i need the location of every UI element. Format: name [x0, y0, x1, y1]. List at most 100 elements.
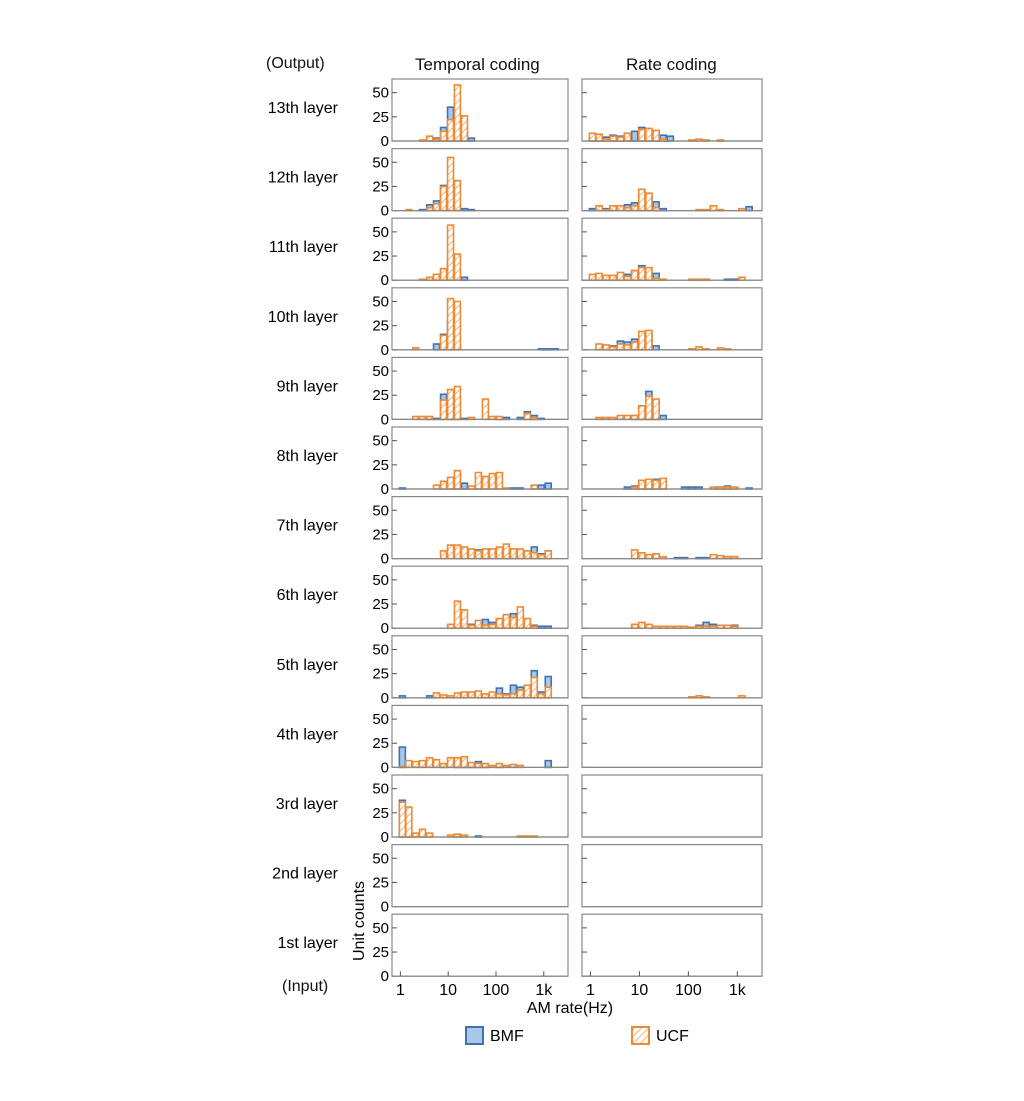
ucf-bar	[644, 478, 653, 490]
y-tick-label: 0	[381, 481, 389, 498]
panel-frame	[581, 496, 763, 560]
panel-frame	[581, 426, 763, 490]
ucf-bar	[467, 548, 476, 560]
ucf-bar	[523, 617, 532, 629]
ucf-bar	[609, 204, 617, 212]
layer-label: 9th layer	[277, 378, 339, 395]
layer-label: 6th layer	[277, 587, 339, 604]
ucf-bar	[418, 828, 427, 838]
ucf-bar	[439, 130, 448, 142]
panel-frame	[581, 774, 763, 838]
y-tick-label: 50	[372, 781, 389, 798]
legend-ucf-label: UCF	[656, 1028, 689, 1045]
y-tick-label: 25	[372, 596, 389, 613]
ucf-bar	[495, 546, 504, 560]
ucf-bar	[446, 476, 455, 490]
bmf-bar	[460, 482, 469, 490]
y-tick-label: 25	[372, 944, 389, 961]
bmf-bar	[666, 135, 675, 142]
ucf-bar	[460, 691, 469, 699]
y-tick-label: 25	[372, 178, 389, 195]
ucf-bar	[644, 192, 653, 212]
panel-frame	[391, 913, 569, 977]
column-title-rate: Rate coding	[626, 55, 717, 74]
layer-label: 4th layer	[277, 726, 339, 743]
ucf-bar	[460, 115, 469, 142]
y-tick-label: 25	[372, 805, 389, 822]
panel-frame	[391, 843, 569, 908]
ucf-bar	[474, 471, 483, 490]
ucf-bar	[502, 613, 511, 630]
y-tick-label: 0	[381, 759, 389, 776]
y-axis-title: Unit counts	[351, 881, 368, 961]
panel-frame	[391, 704, 569, 769]
ucf-bar	[652, 398, 660, 421]
panel-temporal-11	[391, 774, 569, 838]
ucf-bar	[602, 344, 611, 351]
ucf-bar	[637, 128, 646, 142]
y-tick-label: 25	[372, 526, 389, 543]
legend: BMF UCF	[465, 1026, 689, 1045]
ucf-bar	[595, 204, 603, 212]
panel-rate-2	[581, 148, 763, 212]
panel-temporal-3	[391, 217, 569, 282]
x-tick-label: 1k	[535, 982, 553, 999]
ucf-bar	[616, 271, 625, 282]
x-axis-title: AM rate(Hz)	[527, 1000, 613, 1017]
panel-rate-13	[581, 913, 763, 977]
panel-frame	[391, 217, 569, 281]
y-tick-label: 25	[372, 387, 389, 404]
panel-frame	[391, 356, 569, 420]
ucf-bar	[516, 689, 525, 699]
layer-label: 2nd layer	[272, 866, 338, 883]
ucf-bar	[446, 756, 455, 769]
ucf-bar	[644, 329, 653, 351]
ucf-bar	[530, 676, 539, 699]
panel-temporal-5	[391, 356, 569, 421]
ucf-bar	[495, 471, 504, 490]
panel-rate-12	[581, 843, 763, 908]
y-tick-label: 50	[372, 641, 389, 658]
ucf-bar	[432, 273, 441, 281]
ucf-bar	[405, 806, 413, 838]
bmf-bar	[432, 343, 441, 351]
ucf-bar	[637, 621, 646, 630]
panel-frame	[581, 913, 763, 977]
ucf-bar	[659, 477, 668, 490]
axes-text: 0 25 50 0 25 50 0 25 50 0 25 50 0 25 50 0 25 50 0 25 50 0 25 50…	[351, 85, 747, 1017]
panel-frame	[581, 635, 763, 699]
ucf-bar	[474, 690, 483, 699]
ucf-bar	[439, 267, 448, 282]
ucf-bar	[453, 469, 462, 490]
panel-frame	[391, 635, 569, 699]
ucf-bar	[637, 405, 646, 421]
layer-label: 12th layer	[268, 170, 339, 187]
x-tick-label: 100	[675, 982, 702, 999]
panel-rate-8	[581, 565, 763, 630]
panel-frame	[581, 356, 763, 420]
panel-rate-4	[581, 287, 763, 351]
y-tick-label: 50	[372, 85, 389, 102]
ucf-bar	[432, 692, 441, 699]
panels	[391, 78, 763, 977]
y-tick-label: 50	[372, 433, 389, 450]
y-tick-label: 50	[372, 711, 389, 728]
ucf-bar	[609, 274, 617, 282]
ucf-bar	[644, 395, 653, 421]
ucf-bar	[453, 179, 462, 212]
ucf-bar	[595, 272, 603, 281]
layer-label: 13th layer	[268, 100, 339, 117]
y-tick-label: 0	[381, 203, 389, 220]
y-tick-label: 25	[372, 666, 389, 683]
ucf-bar	[411, 760, 420, 769]
panel-rate-11	[581, 774, 763, 838]
layer-labels: 13th layer 12th layer 11th layer 10th layer…	[268, 100, 339, 952]
ucf-bar	[474, 550, 483, 560]
ucf-bar	[516, 548, 525, 560]
ucf-bar	[432, 758, 441, 769]
y-tick-label: 50	[372, 154, 389, 171]
layer-label: 11th layer	[269, 239, 339, 256]
ucf-bar	[644, 127, 653, 142]
y-tick-label: 0	[381, 620, 389, 637]
ucf-bar	[644, 266, 653, 281]
